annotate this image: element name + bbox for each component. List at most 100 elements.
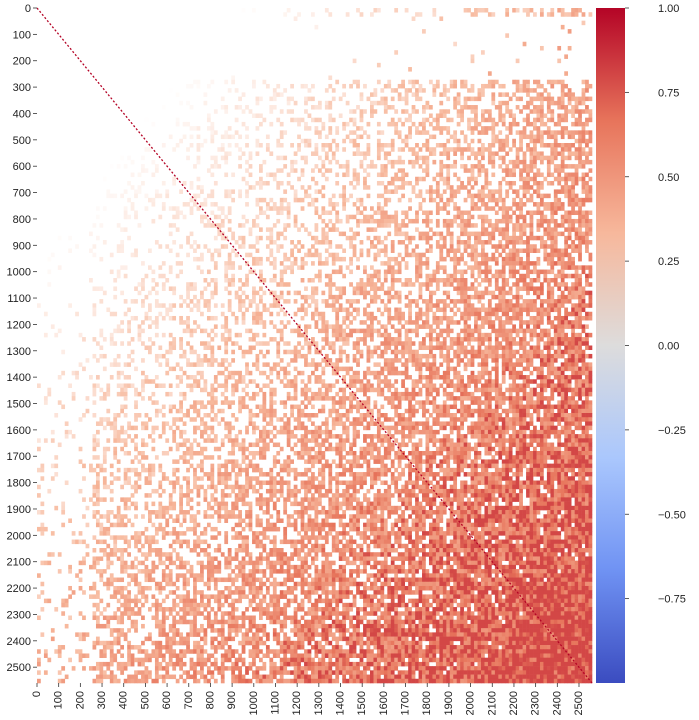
heatmap-cell bbox=[571, 294, 575, 300]
heatmap-cell bbox=[484, 345, 489, 351]
heatmap-cell bbox=[113, 341, 118, 346]
heatmap-cell bbox=[227, 126, 232, 131]
heatmap-cell bbox=[370, 227, 374, 232]
heatmap-cell bbox=[560, 8, 565, 13]
heatmap-cell bbox=[259, 176, 263, 182]
heatmap-cell bbox=[338, 324, 343, 329]
heatmap-cell bbox=[234, 252, 239, 258]
heatmap-cell bbox=[394, 337, 399, 342]
heatmap-cell bbox=[210, 328, 215, 334]
heatmap-cell bbox=[300, 391, 305, 397]
heatmap-cell bbox=[383, 210, 388, 216]
heatmap-cell bbox=[144, 379, 149, 384]
heatmap-cell bbox=[297, 117, 301, 123]
heatmap-cell bbox=[324, 353, 329, 359]
heatmap-cell bbox=[189, 383, 194, 388]
heatmap-cell bbox=[494, 134, 499, 140]
heatmap-cell bbox=[175, 143, 180, 148]
heatmap-cell bbox=[571, 185, 575, 190]
heatmap-cell bbox=[408, 130, 412, 135]
heatmap-cell bbox=[352, 345, 357, 351]
heatmap-cell bbox=[154, 408, 159, 414]
heatmap-cell bbox=[550, 320, 555, 325]
heatmap-cell bbox=[172, 180, 177, 186]
heatmap-cell bbox=[425, 130, 430, 135]
heatmap-cell bbox=[574, 290, 579, 296]
heatmap-cell bbox=[238, 235, 242, 241]
heatmap-cell bbox=[533, 172, 537, 178]
heatmap-cell bbox=[314, 240, 319, 245]
heatmap-cell bbox=[335, 214, 340, 220]
heatmap-cell bbox=[151, 202, 156, 207]
heatmap-cell bbox=[314, 307, 319, 313]
heatmap-cell bbox=[144, 147, 149, 152]
heatmap-cell bbox=[428, 366, 433, 372]
heatmap-cell bbox=[501, 83, 506, 89]
heatmap-cell bbox=[439, 143, 444, 148]
heatmap-cell bbox=[536, 126, 541, 131]
heatmap-cell bbox=[397, 223, 402, 228]
heatmap-cell bbox=[359, 202, 364, 207]
heatmap-cell bbox=[397, 261, 402, 266]
heatmap-cell bbox=[539, 12, 544, 17]
heatmap-cell bbox=[564, 185, 569, 190]
heatmap-cell bbox=[435, 223, 440, 228]
heatmap-cell bbox=[484, 206, 489, 211]
heatmap-cell bbox=[255, 404, 260, 410]
heatmap-cell bbox=[193, 193, 197, 199]
heatmap-cell bbox=[515, 159, 520, 165]
heatmap-cell bbox=[179, 408, 183, 414]
heatmap-cell bbox=[383, 252, 388, 258]
heatmap-cell bbox=[134, 189, 138, 194]
heatmap-cell bbox=[380, 261, 385, 266]
heatmap-cell bbox=[515, 256, 520, 262]
heatmap-cell bbox=[224, 396, 229, 401]
heatmap-cell bbox=[543, 176, 548, 182]
heatmap-cell bbox=[581, 20, 586, 26]
heatmap-cell bbox=[487, 193, 492, 199]
heatmap-cell bbox=[512, 197, 516, 203]
heatmap-cell bbox=[168, 88, 173, 93]
heatmap-cell bbox=[255, 290, 260, 296]
heatmap-cell bbox=[238, 164, 242, 169]
heatmap-cell bbox=[491, 358, 496, 363]
heatmap-cell bbox=[453, 151, 458, 156]
heatmap-cell bbox=[515, 396, 520, 401]
heatmap-cell bbox=[546, 202, 551, 207]
heatmap-cell bbox=[546, 404, 551, 410]
heatmap-cell bbox=[536, 337, 541, 342]
heatmap-cell bbox=[352, 307, 357, 313]
heatmap-cell bbox=[435, 375, 440, 380]
heatmap-cell bbox=[557, 379, 562, 384]
heatmap-cell bbox=[474, 235, 478, 241]
heatmap-cell bbox=[300, 117, 305, 123]
heatmap-cell bbox=[574, 202, 579, 207]
heatmap-cell bbox=[415, 391, 419, 397]
heatmap-cell bbox=[193, 379, 197, 384]
heatmap-cell bbox=[359, 134, 364, 140]
heatmap-cell bbox=[321, 328, 326, 334]
heatmap-cell bbox=[560, 248, 565, 253]
heatmap-cell bbox=[411, 383, 416, 388]
heatmap-cell bbox=[428, 303, 433, 308]
heatmap-cell bbox=[321, 383, 326, 388]
heatmap-cell bbox=[248, 151, 253, 156]
heatmap-cell bbox=[543, 307, 548, 313]
heatmap-cell bbox=[144, 311, 149, 317]
heatmap-cell bbox=[352, 138, 357, 144]
heatmap-cell bbox=[574, 176, 579, 182]
heatmap-cell bbox=[460, 240, 464, 245]
heatmap-cell bbox=[467, 375, 471, 380]
heatmap-cell bbox=[588, 240, 593, 245]
heatmap-cell bbox=[526, 282, 530, 287]
heatmap-cell bbox=[168, 345, 173, 351]
heatmap-cell bbox=[363, 332, 367, 338]
heatmap-cell bbox=[418, 176, 423, 182]
heatmap-cell bbox=[179, 353, 183, 359]
heatmap-cell bbox=[213, 324, 218, 329]
heatmap-cell bbox=[543, 353, 548, 359]
heatmap-cell bbox=[463, 210, 468, 216]
heatmap-cell bbox=[179, 244, 183, 249]
heatmap-cell bbox=[168, 332, 173, 338]
heatmap-cell bbox=[186, 328, 190, 334]
